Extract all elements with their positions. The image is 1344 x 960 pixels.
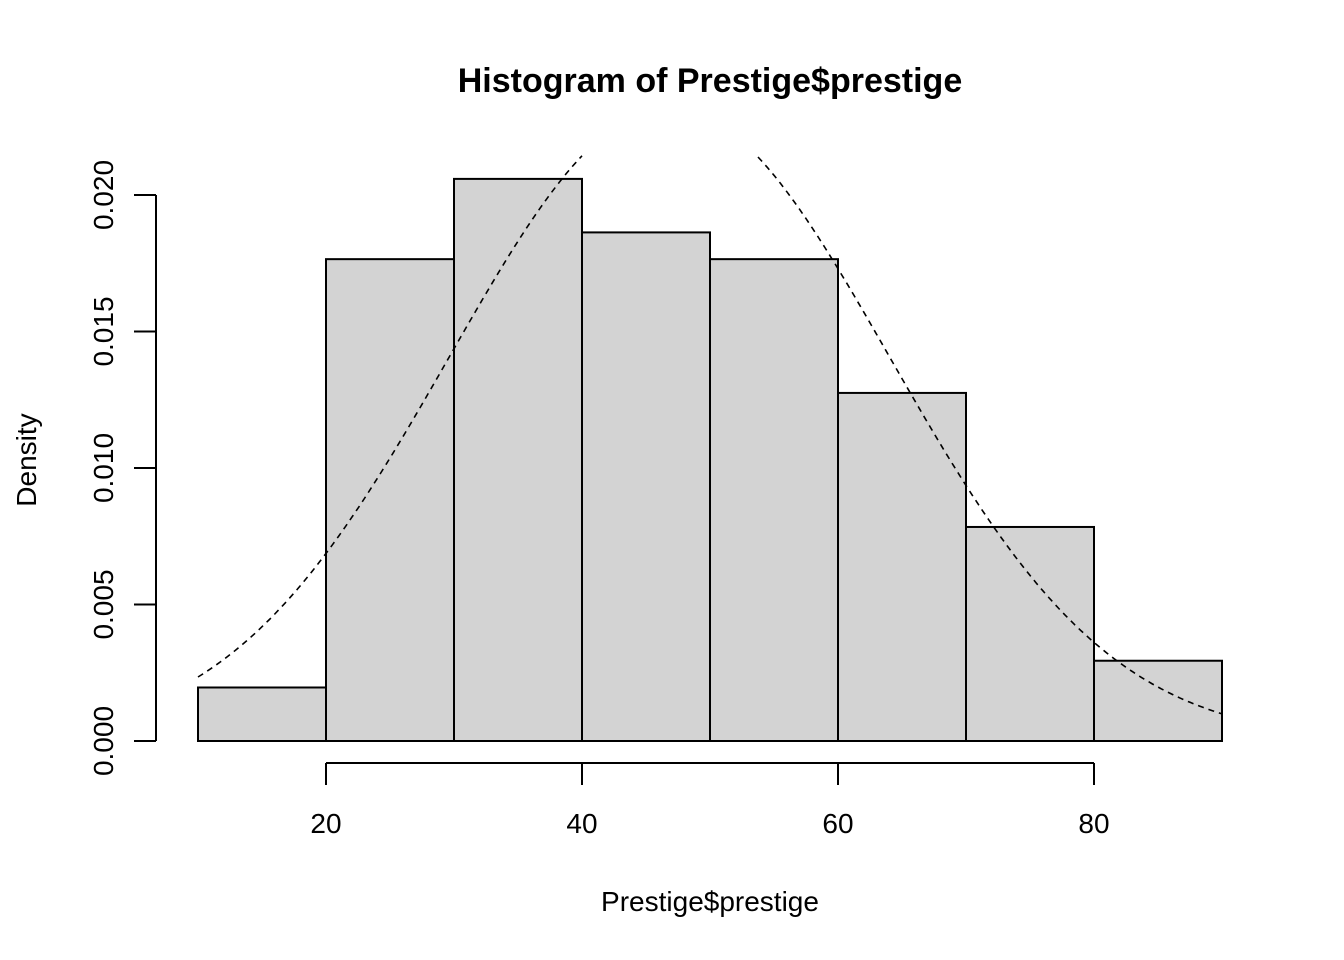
x-tick-label: 80 xyxy=(1078,808,1109,839)
y-axis: 0.000 0.005 0.010 0.015 0.020 xyxy=(88,160,157,776)
x-tick-label: 60 xyxy=(822,808,853,839)
x-tick-label: 40 xyxy=(566,808,597,839)
histogram-bar xyxy=(581,231,711,742)
histogram-bar xyxy=(709,258,839,742)
histogram-bar xyxy=(197,686,327,743)
x-tick-label: 20 xyxy=(310,808,341,839)
y-tick-label: 0.000 xyxy=(88,706,119,776)
x-axis: 20 40 60 80 xyxy=(310,762,1110,839)
y-tick-label: 0.020 xyxy=(88,160,119,230)
histogram-bar xyxy=(453,177,583,742)
bars-group xyxy=(197,177,1223,743)
histogram-bar xyxy=(965,525,1095,743)
histogram-bar xyxy=(325,258,455,742)
density-curve xyxy=(197,155,583,678)
histogram-bar xyxy=(837,391,967,742)
curve-layer xyxy=(197,155,1223,715)
histogram-bar xyxy=(1093,659,1223,742)
y-tick-label: 0.015 xyxy=(88,296,119,366)
density-curve xyxy=(757,156,1223,715)
y-axis-title: Density xyxy=(11,413,42,506)
chart-title: Histogram of Prestige$prestige xyxy=(458,62,962,100)
y-tick-label: 0.010 xyxy=(88,433,119,503)
y-tick-label: 0.005 xyxy=(88,569,119,639)
x-axis-title: Prestige$prestige xyxy=(601,886,819,917)
